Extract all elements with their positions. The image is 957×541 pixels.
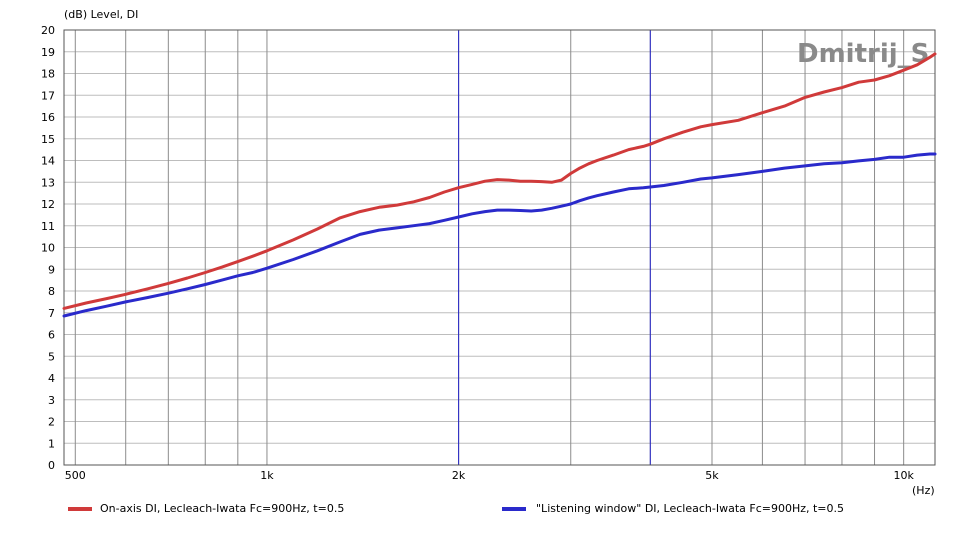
y-tick-label: 12 — [41, 198, 55, 211]
x-tick-label: 10k — [893, 469, 914, 482]
x-tick-label: 2k — [452, 469, 466, 482]
series-lines — [62, 52, 937, 318]
y-tick-label: 8 — [48, 285, 55, 298]
y-tick-label: 7 — [48, 307, 55, 320]
y-tick-label: 6 — [48, 329, 55, 342]
y-tick-label: 1 — [48, 437, 55, 450]
x-tick-label: 500 — [65, 469, 86, 482]
series-line-listening-window — [62, 152, 937, 318]
y-tick-label: 2 — [48, 416, 55, 429]
x-axis-label: (Hz) — [912, 484, 935, 497]
y-tick-label: 18 — [41, 68, 55, 81]
series-line-on-axis — [62, 52, 937, 310]
y-tick-label: 4 — [48, 372, 55, 385]
plot-border — [63, 29, 936, 466]
legend: On-axis DI, Lecleach-Iwata Fc=900Hz, t=0… — [68, 502, 844, 515]
y-tick-label: 14 — [41, 155, 55, 168]
x-tick-labels: 500 1k 2k 5k 10k — [65, 469, 915, 482]
y-tick-label: 17 — [41, 89, 55, 102]
grid-lines — [64, 29, 935, 466]
y-tick-label: 9 — [48, 263, 55, 276]
y-axis-label: (dB) Level, DI — [64, 8, 138, 21]
y-tick-label: 5 — [48, 350, 55, 363]
y-tick-label: 20 — [41, 24, 55, 37]
x-tick-label: 1k — [260, 469, 274, 482]
y-tick-label: 0 — [48, 459, 55, 472]
watermark-text: Dmitrij_S — [797, 39, 929, 69]
legend-label-on-axis: On-axis DI, Lecleach-Iwata Fc=900Hz, t=0… — [100, 502, 344, 515]
y-tick-label: 19 — [41, 46, 55, 59]
y-tick-label: 10 — [41, 242, 55, 255]
y-tick-label: 13 — [41, 176, 55, 189]
highlight-lines — [458, 30, 651, 465]
y-tick-label: 3 — [48, 394, 55, 407]
y-tick-label: 11 — [41, 220, 55, 233]
y-tick-label: 15 — [41, 133, 55, 146]
x-tick-label: 5k — [705, 469, 719, 482]
y-tick-label: 16 — [41, 111, 55, 124]
legend-label-listening-window: "Listening window" DI, Lecleach-Iwata Fc… — [536, 502, 844, 515]
